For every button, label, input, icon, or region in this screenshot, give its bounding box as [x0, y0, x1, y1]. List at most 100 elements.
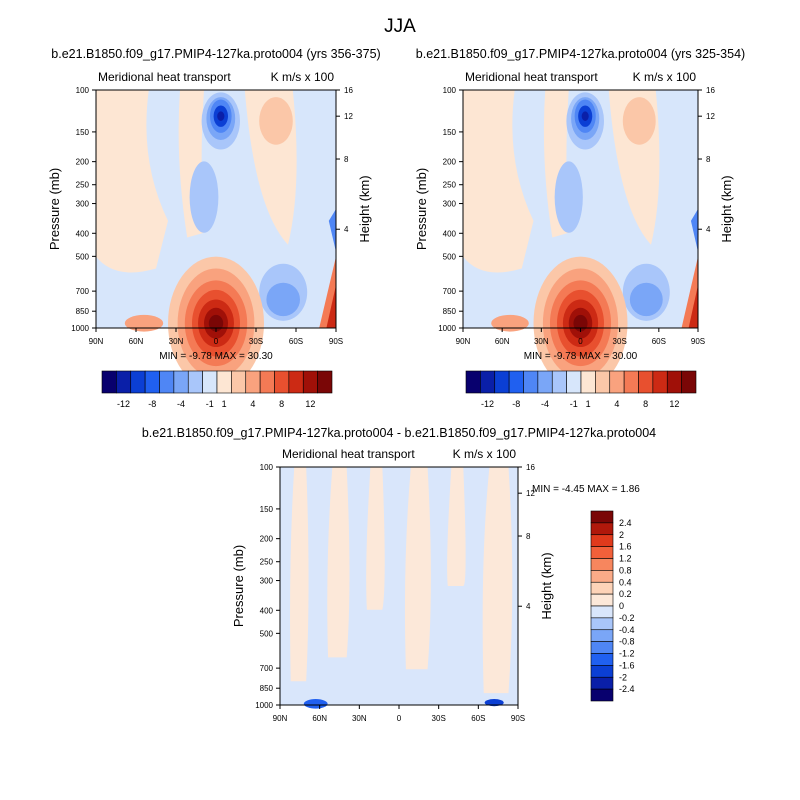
y-axis-right-label: Height (km) — [719, 175, 734, 242]
upper-positive-core — [622, 97, 656, 145]
left-subtitle: Meridional heat transport — [465, 70, 598, 84]
polar-positive-core — [688, 285, 698, 328]
colorbar-label: -12 — [117, 399, 130, 409]
contour-field — [96, 90, 336, 390]
x-tick-label: 60S — [289, 337, 303, 346]
height-tick-label: 8 — [344, 155, 349, 164]
x-tick-label: 60S — [471, 714, 485, 723]
colorbar-box — [566, 370, 582, 394]
x-tick-label: 60N — [312, 714, 327, 723]
colorbar-box — [590, 676, 614, 690]
y-tick-label: 400 — [443, 229, 457, 238]
colorbar-label: -12 — [481, 399, 494, 409]
y-tick-label: 700 — [443, 287, 457, 296]
colorbar-box — [130, 370, 146, 394]
colorbar-box — [666, 370, 682, 394]
polar-negative-edge — [328, 209, 336, 252]
colorbar-box — [259, 370, 275, 394]
polar-positive-core — [326, 285, 336, 328]
panel-title: b.e21.B1850.f09_g17.PMIP4-127ka.proto004… — [416, 47, 745, 61]
colorbar-box — [523, 370, 539, 394]
x-tick-label: 30S — [432, 714, 446, 723]
colorbar-box — [590, 522, 614, 536]
colorbar-box — [590, 534, 614, 547]
y-tick-label: 850 — [443, 307, 457, 316]
y-tick-label: 500 — [260, 629, 274, 638]
field-background — [280, 467, 518, 705]
colorbar-label: 2.4 — [619, 518, 632, 528]
colorbar-box — [537, 370, 553, 394]
colorbar-label: -8 — [148, 399, 156, 409]
colorbar-box — [638, 370, 654, 394]
y-axis-right-label: Height (km) — [357, 175, 372, 242]
colorbar-label: -1.2 — [619, 649, 635, 659]
colorbar-label: 12 — [669, 399, 679, 409]
right-subtitle: K m/s x 100 — [453, 447, 517, 461]
x-tick-label: 30N — [352, 714, 367, 723]
colorbar-label: 4 — [250, 399, 255, 409]
colorbar-box — [317, 370, 333, 394]
colorbar-label: 0.2 — [619, 589, 632, 599]
figure-title: JJA — [384, 16, 416, 37]
contour-field — [463, 90, 698, 390]
positive-region-north — [96, 90, 168, 273]
colorbar-box — [590, 510, 614, 524]
y-tick-label: 300 — [260, 577, 274, 586]
colorbar-label: 0.8 — [619, 565, 632, 575]
upper-positive-core — [259, 97, 293, 145]
diff-positive-stripe-5 — [482, 467, 513, 694]
colorbar-box — [652, 370, 668, 394]
colorbar-box — [590, 593, 614, 607]
colorbar-box — [159, 370, 175, 394]
y-tick-label: 250 — [260, 558, 274, 567]
colorbar: -12 -8 -4 -1 1 4 8 12 — [465, 370, 697, 409]
x-tick-label: 0 — [214, 337, 219, 346]
colorbar-label: -2.4 — [619, 684, 635, 694]
upper-negative-core — [581, 111, 589, 121]
colorbar-label: 8 — [643, 399, 648, 409]
colorbar-box — [595, 370, 611, 394]
colorbar-box — [101, 370, 117, 394]
colorbar-box — [494, 370, 510, 394]
y-tick-label: 200 — [260, 535, 274, 544]
y-tick-label: 250 — [76, 181, 90, 190]
left-subtitle: Meridional heat transport — [282, 447, 415, 461]
colorbar-box — [580, 370, 596, 394]
upper-negative-core — [217, 111, 225, 121]
x-tick-label: 90N — [89, 337, 104, 346]
panels-layer: b.e21.B1850.f09_g17.PMIP4-127ka.proto004… — [47, 47, 745, 723]
colorbar-box — [590, 605, 614, 619]
height-tick-label: 16 — [344, 86, 353, 95]
diff-positive-stripe-2 — [366, 467, 385, 610]
colorbar-label: -0.4 — [619, 625, 635, 635]
colorbar-label: 8 — [279, 399, 284, 409]
colorbar-label: -1.6 — [619, 660, 635, 670]
y-tick-label: 1000 — [255, 701, 273, 710]
contour-field — [280, 467, 518, 709]
colorbar-box — [590, 641, 614, 654]
y-tick-label: 1000 — [71, 324, 89, 333]
y-tick-label: 850 — [76, 307, 90, 316]
colorbar-box — [288, 370, 304, 394]
colorbar-box — [116, 370, 132, 394]
right-subtitle: K m/s x 100 — [633, 70, 697, 84]
colorbar-label: -4 — [541, 399, 549, 409]
diff-positive-stripe-3 — [404, 467, 431, 670]
y-axis-right-label: Height (km) — [539, 552, 554, 619]
height-tick-label: 12 — [526, 489, 535, 498]
x-tick-label: 90N — [456, 337, 471, 346]
y-axis-label: Pressure (mb) — [414, 168, 429, 250]
x-tick-label: 90N — [273, 714, 288, 723]
y-tick-label: 300 — [443, 200, 457, 209]
colorbar-box — [590, 653, 614, 666]
colorbar-label: 2 — [619, 530, 624, 540]
colorbar: 2.4 2 1.6 1.20.8 0.4 0.2 0 -0.2 -0.4 -0.8 -1.2-1.6… — [590, 510, 635, 702]
x-tick-label: 90S — [329, 337, 343, 346]
x-tick-label: 30S — [613, 337, 627, 346]
diff-positive-stripe-0 — [290, 467, 309, 682]
lower-positive-ring-6 — [208, 314, 224, 332]
height-tick-label: 4 — [706, 225, 711, 234]
y-tick-label: 200 — [76, 158, 90, 167]
colorbar-label: -1 — [570, 399, 578, 409]
